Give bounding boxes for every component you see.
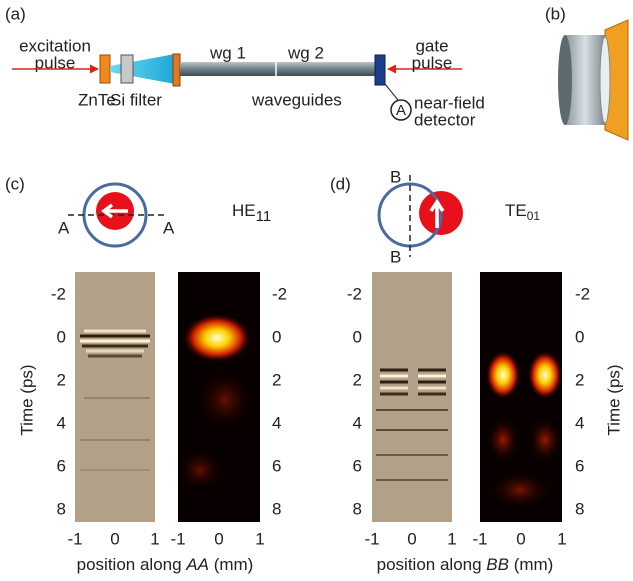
si-filter bbox=[121, 55, 133, 83]
time-tick-label: -2 bbox=[51, 284, 66, 303]
hot-spot bbox=[183, 314, 251, 362]
time-tick-label: 8 bbox=[272, 499, 281, 518]
waveform-map bbox=[372, 272, 452, 522]
label: pulse bbox=[412, 53, 453, 72]
ammeter-symbol: A bbox=[396, 102, 406, 119]
position-tick-label: -1 bbox=[170, 529, 185, 548]
cut-end: A bbox=[58, 218, 70, 237]
time-tick-label: -2 bbox=[347, 284, 362, 303]
glow bbox=[487, 418, 519, 462]
time-tick-label: 2 bbox=[57, 370, 66, 389]
wire bbox=[385, 84, 398, 100]
label-part: position along bbox=[77, 555, 187, 574]
mode-name: TE01 bbox=[505, 201, 540, 223]
label: detector bbox=[414, 110, 476, 129]
waveguide bbox=[180, 62, 376, 76]
time-tick-label: 8 bbox=[57, 499, 66, 518]
time-tick-label: 0 bbox=[575, 327, 584, 346]
time-tick-label: 6 bbox=[353, 456, 362, 475]
label: wg 2 bbox=[287, 43, 324, 62]
time-tick-label: 6 bbox=[57, 456, 66, 475]
position-tick-label: 0 bbox=[214, 529, 223, 548]
position-tick-label: -1 bbox=[67, 529, 82, 548]
time-tick-label: 2 bbox=[272, 370, 281, 389]
waveform-map bbox=[75, 272, 155, 522]
position-tick-label: 1 bbox=[255, 529, 264, 548]
label-part: BB bbox=[486, 555, 509, 574]
time-tick-label: 8 bbox=[353, 499, 362, 518]
time-tick-label: -2 bbox=[272, 284, 287, 303]
label-part: (mm) bbox=[509, 555, 553, 574]
label-part: (mm) bbox=[209, 555, 253, 574]
label: waveguides bbox=[251, 90, 342, 109]
axis-label: position along AA (mm) bbox=[77, 555, 254, 574]
time-tick-label: 8 bbox=[575, 499, 584, 518]
cylinder-face bbox=[600, 37, 610, 123]
time-tick-label: 6 bbox=[575, 456, 584, 475]
time-tick-label: 6 bbox=[272, 456, 281, 475]
position-tick-label: 0 bbox=[407, 529, 416, 548]
mode-sub: 01 bbox=[527, 209, 541, 223]
time-tick-label: 4 bbox=[575, 413, 584, 432]
panel-b: (b) bbox=[545, 4, 628, 140]
lens bbox=[173, 54, 180, 86]
figure: (a) excitation pulse A ZnTe Si filter wg… bbox=[0, 0, 633, 581]
glow bbox=[490, 472, 550, 508]
beam bbox=[110, 54, 175, 84]
mode-sub: 11 bbox=[256, 208, 272, 225]
znte-crystal bbox=[100, 55, 110, 83]
position-tick-label: -1 bbox=[472, 529, 487, 548]
position-tick-label: 0 bbox=[110, 529, 119, 548]
panel-label: (b) bbox=[545, 4, 566, 23]
time-tick-label: 0 bbox=[353, 327, 362, 346]
hot-spot bbox=[486, 351, 520, 399]
position-tick-label: 1 bbox=[447, 529, 456, 548]
mode: TE bbox=[505, 201, 527, 220]
panel-label: (d) bbox=[330, 174, 351, 193]
mode: HE bbox=[232, 201, 256, 220]
cut-end: B bbox=[390, 247, 401, 266]
axis-label: Time (ps) bbox=[17, 364, 36, 435]
axis-label: Time (ps) bbox=[604, 364, 623, 435]
page: {"panel_a": {"label": "(a)", "excitation… bbox=[0, 0, 633, 581]
time-tick-label: 4 bbox=[272, 413, 281, 432]
time-tick-label: -2 bbox=[575, 284, 590, 303]
cut-end: B bbox=[390, 167, 401, 186]
position-tick-label: 1 bbox=[150, 529, 159, 548]
panel-label: (a) bbox=[5, 4, 26, 23]
position-tick-label: 0 bbox=[516, 529, 525, 548]
glow bbox=[178, 450, 222, 490]
label: wg 1 bbox=[209, 43, 246, 62]
mode-name: HE11 bbox=[232, 201, 271, 224]
axis-label: position along BB (mm) bbox=[377, 555, 554, 574]
time-tick-label: 2 bbox=[353, 370, 362, 389]
cylinder-end bbox=[558, 35, 572, 125]
time-tick-label: 2 bbox=[575, 370, 584, 389]
detector-tip bbox=[375, 55, 385, 85]
panel-c: (c) A A HE11 Time (ps) position along AA… bbox=[5, 174, 271, 574]
label: Si filter bbox=[110, 90, 162, 109]
time-tick-label: 0 bbox=[57, 327, 66, 346]
panel-label: (c) bbox=[5, 174, 25, 193]
label-part: position along bbox=[377, 555, 487, 574]
label-part: AA bbox=[185, 555, 209, 574]
cut-end: A bbox=[163, 218, 175, 237]
panel-a: (a) excitation pulse A ZnTe Si filter wg… bbox=[5, 4, 485, 129]
time-tick-label: 4 bbox=[57, 413, 66, 432]
hot-spot bbox=[528, 351, 562, 399]
glow bbox=[197, 370, 253, 430]
glow bbox=[529, 418, 561, 462]
time-tick-label: 0 bbox=[272, 327, 281, 346]
time-tick-label: 4 bbox=[353, 413, 362, 432]
position-tick-label: -1 bbox=[364, 529, 379, 548]
position-tick-label: 1 bbox=[557, 529, 566, 548]
